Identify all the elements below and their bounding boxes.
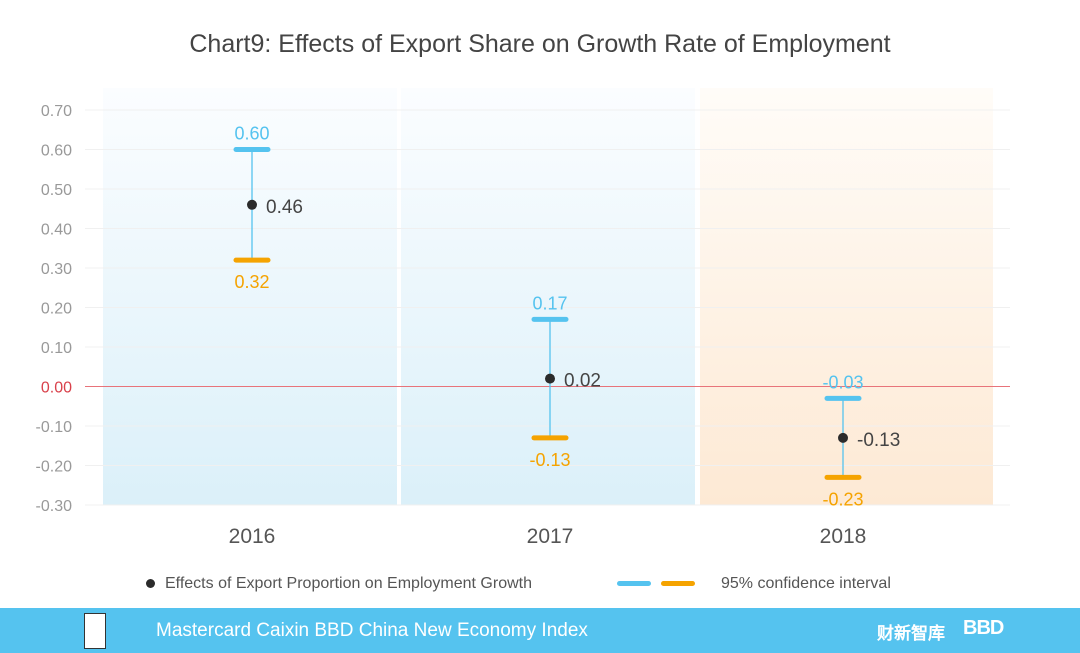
upper-label: 0.17 [532, 293, 567, 313]
footer-index-name: Mastercard Caixin BBD China New Economy … [156, 620, 588, 641]
legend-ci-label: 95% confidence interval [721, 575, 891, 592]
point-label: 0.46 [266, 197, 303, 218]
bbd-logo: BBD [963, 617, 1004, 639]
legend-dot-icon [146, 579, 155, 588]
y-tick-label: -0.10 [36, 419, 73, 436]
upper-label: -0.03 [822, 372, 863, 392]
panel-2016 [103, 88, 397, 505]
nei-logo [84, 613, 106, 649]
y-tick-label: 0.10 [41, 340, 72, 357]
y-tick-label: 0.70 [41, 103, 72, 120]
chart-title: Chart9: Effects of Export Share on Growt… [189, 30, 891, 58]
y-tick-label: 0.50 [41, 182, 72, 199]
panel-2018 [700, 88, 993, 505]
legend-lower-icon [661, 581, 695, 587]
x-tick-label: 2017 [527, 525, 574, 548]
caixin-logo: 财新智库 [877, 624, 945, 643]
x-tick-label: 2018 [820, 525, 867, 548]
y-tick-label: 0.60 [41, 143, 72, 160]
legend-point: Effects of Export Proportion on Employme… [146, 575, 532, 593]
point-marker [247, 199, 257, 210]
lower-label: 0.32 [234, 272, 269, 292]
y-tick-label: 0.20 [41, 301, 72, 318]
legend-upper-icon [617, 581, 651, 587]
lower-label: -0.23 [822, 489, 863, 509]
y-tick-label: -0.20 [36, 459, 73, 476]
point-label: -0.13 [857, 430, 900, 451]
point-label: 0.02 [564, 371, 601, 392]
footer-bar: Mastercard Caixin BBD China New Economy … [0, 608, 1080, 653]
point-marker [545, 373, 555, 384]
y-tick-label: 0.30 [41, 261, 72, 278]
x-tick-label: 2016 [229, 525, 276, 548]
y-tick-label: 0.40 [41, 222, 72, 239]
y-tick-label: -0.30 [36, 498, 73, 515]
chart-area: 0.70 0.60 0.50 0.40 0.30 0.20 0.10 0.00 -0.10 -0.… [36, 88, 1010, 548]
legend-point-label: Effects of Export Proportion on Employme… [165, 575, 532, 592]
legend-ci: 95% confidence interval [617, 575, 891, 593]
upper-label: 0.60 [234, 124, 269, 144]
point-marker [838, 432, 848, 443]
lower-label: -0.13 [529, 450, 570, 470]
y-tick-label: 0.00 [41, 380, 72, 397]
